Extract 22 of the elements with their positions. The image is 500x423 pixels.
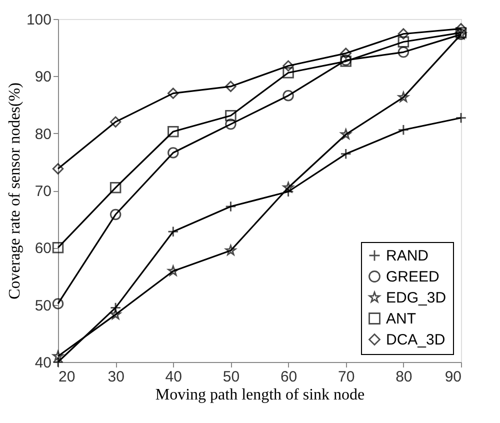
x-tick-label: 40 [165, 368, 182, 386]
x-tick-label: 60 [280, 368, 298, 386]
legend-label: DCA_3D [386, 332, 446, 348]
x-tick-label: 20 [58, 368, 76, 386]
y-tick-label: 50 [34, 297, 52, 314]
y-axis-title: Coverage rate of sensor nodes(%) [6, 82, 24, 300]
legend-label: EDG_3D [386, 290, 446, 306]
x-tick-label: 30 [108, 368, 124, 386]
y-tick-label: 100 [26, 12, 52, 28]
y-tick-label: 60 [34, 240, 52, 258]
y-tick-label: 70 [34, 183, 52, 200]
x-tick-label: 90 [444, 368, 462, 386]
x-tick-label: 80 [396, 368, 412, 386]
legend-label: ANT [386, 310, 416, 328]
y-tick-label: 40 [34, 354, 52, 372]
legend-label: RAND [386, 248, 429, 264]
x-axis-title: Moving path length of sink node [155, 386, 365, 404]
legend-label: GREED [386, 268, 440, 286]
x-tick-label: 50 [222, 368, 240, 386]
y-tick-label: 80 [34, 126, 52, 143]
x-tick-label: 70 [338, 368, 355, 386]
y-tick-label: 90 [34, 68, 52, 86]
